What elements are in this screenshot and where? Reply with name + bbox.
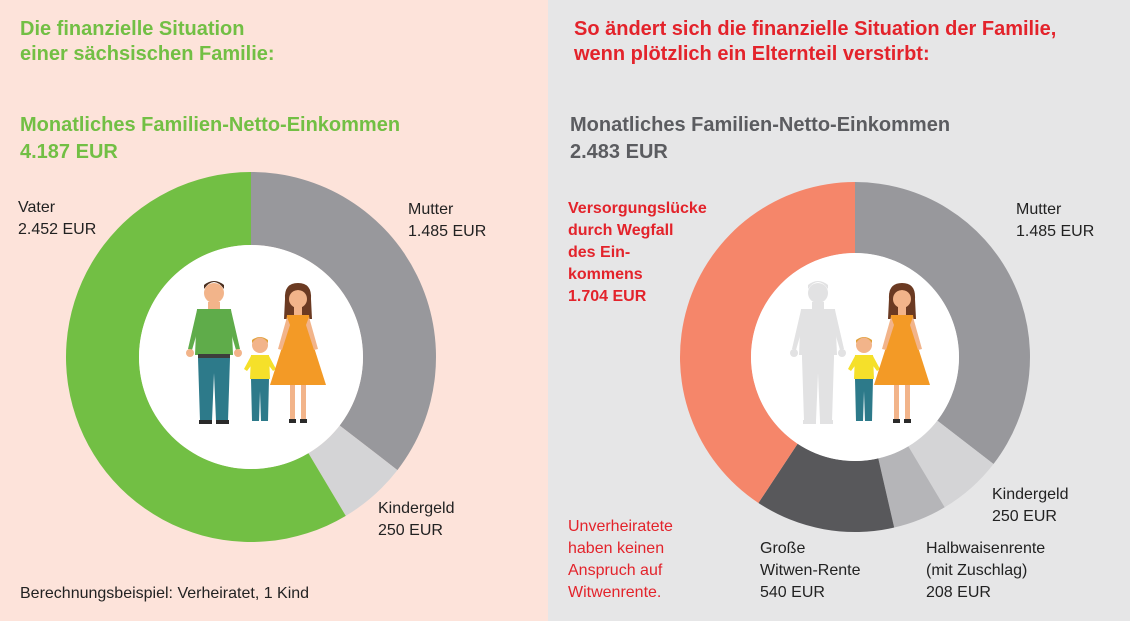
right-child-icon <box>848 337 880 421</box>
note-unverheiratete: Unverheiratete haben keinen Anspruch auf… <box>568 518 673 601</box>
left-income-title: Monatliches Familien-Netto-Einkommen <box>20 114 401 136</box>
label-versorgungsluecke: Versorgungslücke durch Wegfall des Ein- … <box>568 200 707 305</box>
left-income-total: 4.187 EUR <box>20 141 118 163</box>
label-vater: Vater 2.452 EUR <box>18 199 97 238</box>
right-slice-mutter <box>855 182 1030 464</box>
footnote: Berechnungsbeispiel: Verheiratet, 1 Kind <box>20 585 310 602</box>
label-halbwaisenrente: Halbwaisenrente (mit Zuschlag) 208 EUR <box>926 540 1046 601</box>
label-mutter-right: Mutter 1.485 EUR <box>1016 201 1095 240</box>
left-slice-mutter <box>251 172 437 471</box>
left-panel: Die finanzielle Situation einer sächsisc… <box>0 0 548 621</box>
right-slice-kindergeld <box>908 420 994 508</box>
right-slice-versorgungsluecke-durch-wegfall-des-einkommens <box>680 182 855 503</box>
left-mother-icon <box>270 283 326 423</box>
left-heading: Die finanzielle Situation einer sächsisc… <box>20 18 275 65</box>
right-income-title: Monatliches Familien-Netto-Einkommen <box>570 114 951 136</box>
label-witwenrente: Große Witwen-Rente 540 EUR <box>760 540 861 601</box>
left-slice-vater <box>66 172 346 542</box>
label-kindergeld-left: Kindergeld 250 EUR <box>378 500 455 539</box>
right-heading: So ändert sich die finanzielle Situation… <box>574 18 1057 65</box>
right-father-icon <box>790 281 846 424</box>
left-donut-chart <box>66 172 437 542</box>
right-income-total: 2.483 EUR <box>570 141 668 163</box>
label-mutter-left: Mutter 1.485 EUR <box>408 201 487 240</box>
left-child-icon <box>244 337 276 421</box>
right-slice-halbwaisenrente-mit-zuschlag <box>878 446 945 528</box>
left-father-icon <box>186 281 242 424</box>
right-slice-grosse-witwen-rente <box>758 443 895 532</box>
right-mother-icon <box>874 283 930 423</box>
right-donut-chart <box>680 182 1030 532</box>
label-kindergeld-right: Kindergeld 250 EUR <box>992 486 1069 525</box>
left-slice-kindergeld <box>308 425 398 516</box>
right-panel: So ändert sich die finanzielle Situation… <box>548 0 1130 621</box>
